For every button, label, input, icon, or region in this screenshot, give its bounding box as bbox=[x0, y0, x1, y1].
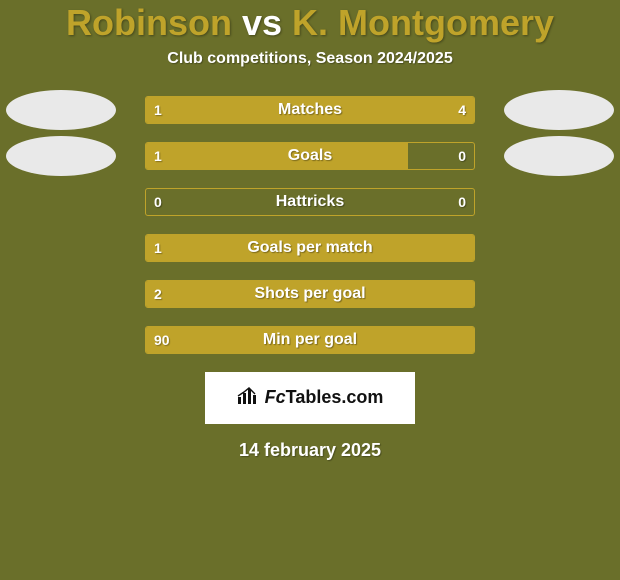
stat-fill-left bbox=[146, 281, 474, 307]
stat-row: 2Shots per goal bbox=[10, 280, 610, 308]
stat-bar: 0 0Hattricks bbox=[145, 188, 475, 216]
stat-row: 90Min per goal bbox=[10, 326, 610, 354]
comparison-canvas: Robinson vs K. Montgomery Club competiti… bbox=[0, 0, 620, 580]
brand-badge: FcTables.com bbox=[205, 372, 415, 424]
title-vs: vs bbox=[232, 2, 292, 43]
stat-bar: 10Goals bbox=[145, 142, 475, 170]
stat-row: 0 0Hattricks bbox=[10, 188, 610, 216]
stat-value-left: 90 bbox=[154, 327, 170, 353]
stat-label: Hattricks bbox=[146, 189, 474, 215]
date-label: 14 february 2025 bbox=[0, 440, 620, 461]
stat-fill-right bbox=[212, 97, 474, 123]
stat-bar: 1Goals per match bbox=[145, 234, 475, 262]
stat-fill-left bbox=[146, 327, 474, 353]
bar-chart-icon bbox=[237, 387, 259, 408]
stat-value-right: 4 bbox=[458, 97, 466, 123]
stats-container: 14Matches10Goals00Hattricks1Goals per ma… bbox=[10, 96, 610, 354]
stat-value-left: 0 bbox=[154, 189, 162, 215]
stat-row: 1Goals per match bbox=[10, 234, 610, 262]
stat-bar: 90Min per goal bbox=[145, 326, 475, 354]
stat-row: 10Goals bbox=[10, 142, 610, 170]
stat-value-right: 0 bbox=[458, 189, 466, 215]
brand-text-fc: Fc bbox=[265, 387, 286, 407]
subtitle: Club competitions, Season 2024/2025 bbox=[0, 50, 620, 68]
player2-avatar bbox=[504, 136, 614, 176]
brand-text-rest: Tables.com bbox=[286, 387, 384, 407]
title-player1: Robinson bbox=[66, 2, 232, 43]
page-title: Robinson vs K. Montgomery bbox=[0, 4, 620, 42]
player1-avatar bbox=[6, 136, 116, 176]
stat-fill-left bbox=[146, 235, 474, 261]
player1-avatar bbox=[6, 90, 116, 130]
stat-value-right: 0 bbox=[458, 143, 466, 169]
player2-avatar bbox=[504, 90, 614, 130]
stat-fill-left bbox=[146, 143, 408, 169]
stat-value-left: 2 bbox=[154, 281, 162, 307]
stat-row: 14Matches bbox=[10, 96, 610, 124]
stat-value-left: 1 bbox=[154, 97, 162, 123]
title-player2: K. Montgomery bbox=[292, 2, 554, 43]
stat-bar: 14Matches bbox=[145, 96, 475, 124]
stat-bar: 2Shots per goal bbox=[145, 280, 475, 308]
brand-text: FcTables.com bbox=[265, 387, 384, 408]
stat-value-left: 1 bbox=[154, 235, 162, 261]
stat-value-left: 1 bbox=[154, 143, 162, 169]
